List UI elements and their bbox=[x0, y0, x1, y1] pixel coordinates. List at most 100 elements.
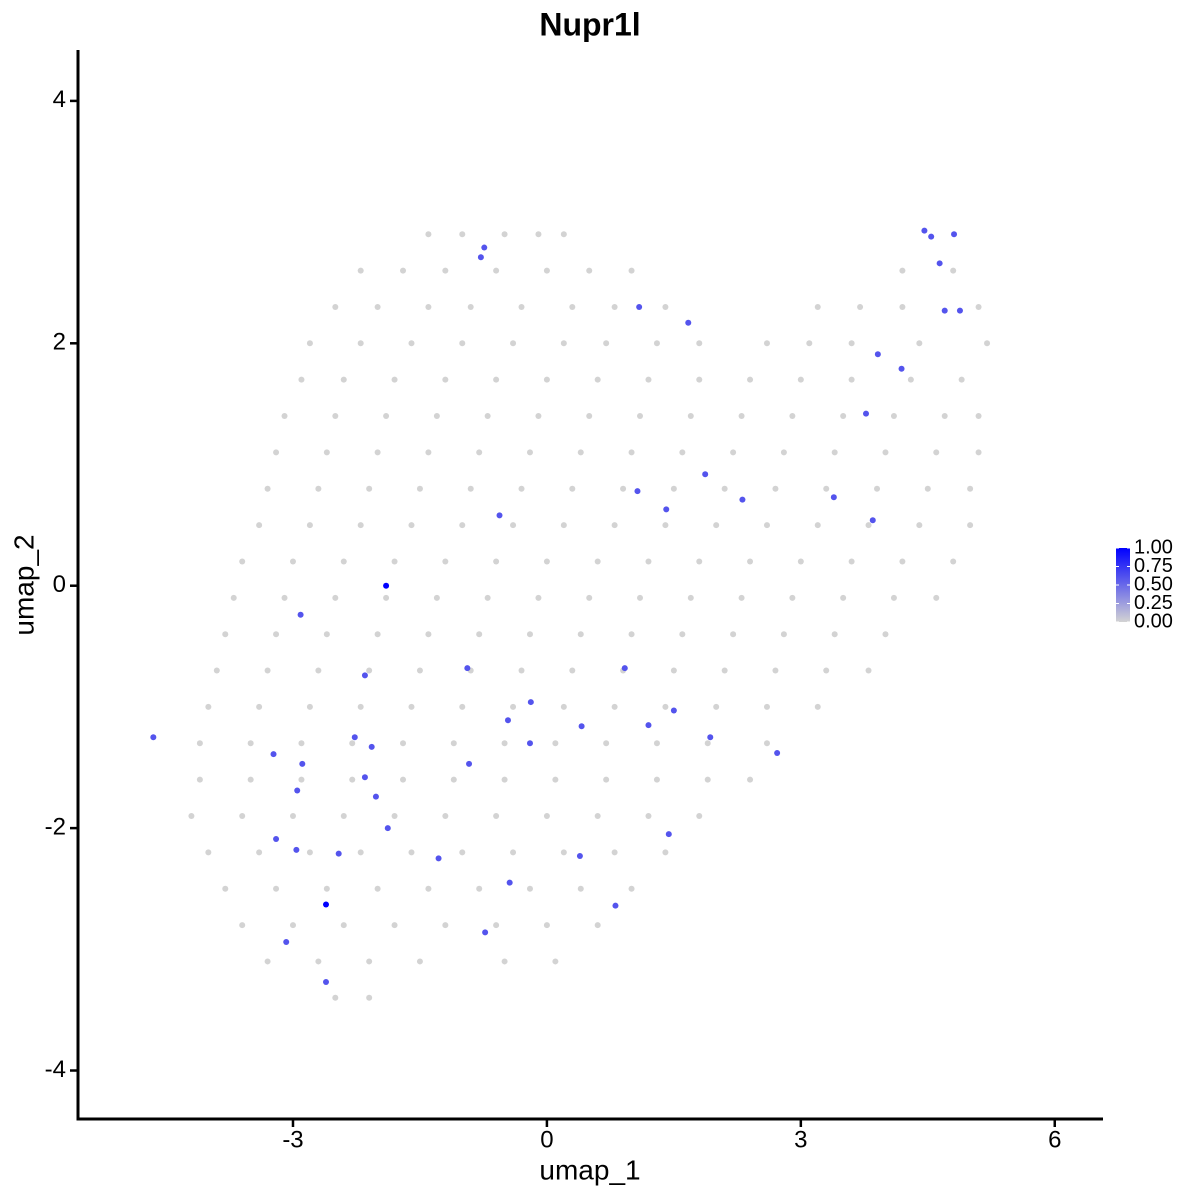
point bbox=[332, 303, 339, 310]
point bbox=[628, 267, 635, 274]
point bbox=[323, 631, 330, 638]
point bbox=[368, 743, 375, 750]
point bbox=[297, 611, 304, 618]
point bbox=[620, 485, 627, 492]
point bbox=[560, 849, 567, 856]
point bbox=[951, 231, 958, 238]
point bbox=[518, 303, 525, 310]
point bbox=[898, 365, 905, 372]
point bbox=[738, 413, 745, 420]
point bbox=[586, 413, 593, 420]
point bbox=[493, 922, 500, 929]
point bbox=[721, 485, 728, 492]
point bbox=[264, 485, 271, 492]
point bbox=[576, 852, 583, 859]
point bbox=[560, 231, 567, 238]
point bbox=[484, 594, 491, 601]
point bbox=[747, 776, 754, 783]
point bbox=[806, 340, 813, 347]
colorbar-label: 0.75 bbox=[1134, 555, 1173, 577]
point bbox=[543, 376, 550, 383]
point bbox=[239, 922, 246, 929]
point bbox=[256, 522, 263, 529]
point bbox=[586, 594, 593, 601]
point bbox=[467, 303, 474, 310]
point bbox=[637, 594, 644, 601]
point bbox=[702, 471, 709, 478]
point bbox=[501, 776, 508, 783]
point bbox=[874, 351, 881, 358]
point bbox=[323, 885, 330, 892]
point bbox=[936, 260, 943, 267]
point bbox=[560, 703, 567, 710]
point bbox=[662, 522, 669, 529]
point bbox=[670, 667, 677, 674]
point bbox=[577, 449, 584, 456]
point bbox=[481, 244, 488, 251]
point bbox=[721, 667, 728, 674]
point bbox=[848, 376, 855, 383]
point bbox=[298, 776, 305, 783]
chart-title: Nupr1l bbox=[539, 6, 640, 42]
colorbar-label: 0.25 bbox=[1134, 592, 1173, 614]
point bbox=[763, 340, 770, 347]
point bbox=[289, 922, 296, 929]
point bbox=[340, 558, 347, 565]
point bbox=[535, 413, 542, 420]
point bbox=[306, 340, 313, 347]
point bbox=[493, 812, 500, 819]
point bbox=[645, 376, 652, 383]
point bbox=[374, 449, 381, 456]
point bbox=[865, 667, 872, 674]
point bbox=[662, 849, 669, 856]
point bbox=[560, 340, 567, 347]
point bbox=[504, 717, 511, 724]
x-axis-label: umap_1 bbox=[539, 1154, 640, 1185]
point bbox=[384, 825, 391, 832]
point bbox=[450, 776, 457, 783]
point bbox=[823, 485, 830, 492]
point bbox=[921, 227, 928, 234]
point bbox=[322, 901, 329, 908]
point bbox=[696, 376, 703, 383]
point bbox=[408, 340, 415, 347]
point bbox=[830, 494, 837, 501]
point bbox=[552, 740, 559, 747]
point bbox=[459, 231, 466, 238]
point bbox=[298, 376, 305, 383]
point bbox=[315, 667, 322, 674]
point bbox=[256, 849, 263, 856]
point bbox=[459, 849, 466, 856]
point bbox=[687, 413, 694, 420]
point bbox=[814, 703, 821, 710]
point bbox=[687, 594, 694, 601]
colorbar bbox=[1116, 548, 1130, 622]
point bbox=[763, 522, 770, 529]
point bbox=[738, 594, 745, 601]
point bbox=[340, 922, 347, 929]
point bbox=[416, 667, 423, 674]
point bbox=[366, 958, 373, 965]
point bbox=[933, 594, 940, 601]
point bbox=[357, 849, 364, 856]
point bbox=[941, 307, 948, 314]
point bbox=[594, 558, 601, 565]
point bbox=[230, 594, 237, 601]
point bbox=[543, 267, 550, 274]
point bbox=[281, 594, 288, 601]
point bbox=[526, 740, 533, 747]
point bbox=[899, 303, 906, 310]
point bbox=[400, 267, 407, 274]
point bbox=[239, 558, 246, 565]
point bbox=[928, 233, 935, 240]
point bbox=[975, 449, 982, 456]
point bbox=[450, 740, 457, 747]
x-tick-label: 0 bbox=[540, 1126, 553, 1153]
point bbox=[578, 723, 585, 730]
point bbox=[621, 665, 628, 672]
point bbox=[335, 850, 342, 857]
point bbox=[763, 703, 770, 710]
point bbox=[569, 485, 576, 492]
y-tick-label: 0 bbox=[53, 571, 66, 598]
